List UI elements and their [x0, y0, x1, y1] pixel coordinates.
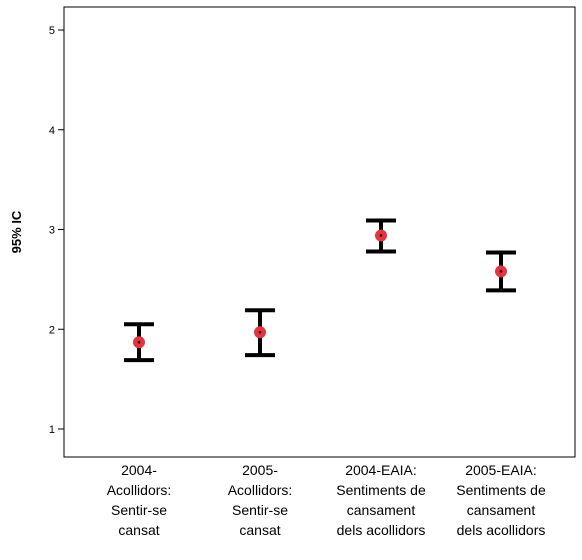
x-category-label-line: cansat	[239, 522, 280, 538]
error-bar-marks	[124, 218, 516, 363]
x-category-label-line: Sentiments de	[456, 482, 546, 498]
x-category-label-line: dels acollidors	[337, 522, 426, 538]
mean-point-center	[379, 234, 383, 237]
x-axis-labels: 2004- Acollidors: Sentir-se cansat 2005- Acol…	[107, 462, 546, 538]
x-category-label: 2004- Acollidors: Sentir-se cansat	[107, 462, 172, 538]
y-tick-label: 2	[49, 324, 55, 336]
x-category-label-line: 2004-	[121, 462, 157, 478]
mean-point-center	[137, 340, 141, 344]
y-axis-label: 95% IC	[9, 210, 24, 253]
y-axis-ticks: 1 2 3 4 5	[49, 25, 64, 436]
y-tick-label: 5	[49, 25, 55, 37]
x-category-label-line: cansament	[347, 502, 416, 518]
x-category-label: 2005-EAIA: Sentiments de cansament dels aco…	[456, 462, 546, 538]
x-category-label-line: Sentir-se	[232, 502, 288, 518]
mean-point-center	[499, 270, 503, 273]
x-category-label-line: cansat	[118, 522, 159, 538]
x-category-label-line: 2005-EAIA:	[465, 462, 537, 478]
x-category-label-line: cansament	[467, 502, 536, 518]
y-tick-label: 4	[49, 125, 55, 137]
x-category-label-line: 2004-EAIA:	[345, 462, 417, 478]
y-tick-label: 3	[49, 225, 55, 237]
plot-frame	[63, 6, 576, 458]
mean-point-center	[258, 330, 262, 334]
x-category-label: 2005- Acollidors: Sentir-se cansat	[228, 462, 293, 538]
x-category-label-line: Sentiments de	[336, 482, 426, 498]
x-category-label-line: Acollidors:	[228, 482, 293, 498]
x-category-label: 2004-EAIA: Sentiments de cansament dels aco…	[336, 462, 426, 538]
x-category-label-line: 2005-	[242, 462, 278, 478]
x-category-label-line: dels acollidors	[457, 522, 546, 538]
x-category-label-line: Sentir-se	[111, 502, 167, 518]
y-tick-label: 1	[49, 424, 55, 436]
x-category-label-line: Acollidors:	[107, 482, 172, 498]
